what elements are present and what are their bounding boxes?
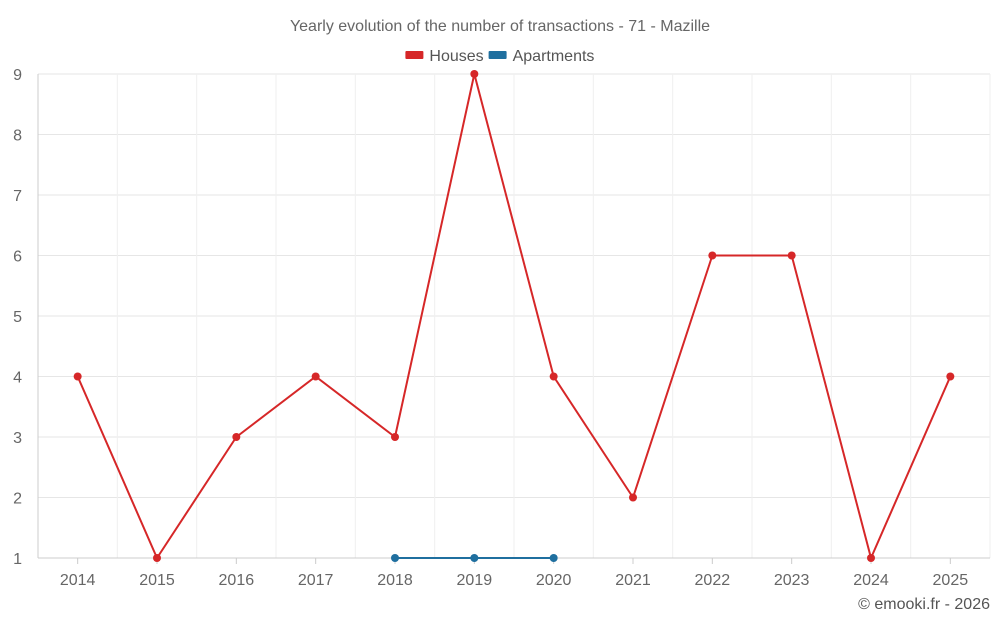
x-tick-label: 2020 [536, 572, 572, 589]
y-tick-label: 6 [13, 249, 22, 266]
data-point-houses-2018[interactable] [391, 433, 399, 441]
data-point-apartments-2018[interactable] [391, 554, 399, 562]
y-tick-label: 9 [13, 67, 22, 84]
axes: 1 2 3 4 5 6 7 8 9 2014 2015 2016 2017 2018 2019 2020 202… [13, 67, 990, 589]
data-point-houses-2014[interactable] [73, 372, 82, 381]
legend[interactable]: Houses Apartments [405, 48, 594, 65]
x-tick-label: 2019 [457, 572, 493, 589]
y-tick-label: 2 [13, 491, 22, 508]
x-tick-label: 2023 [774, 572, 810, 589]
legend-swatch [488, 51, 507, 59]
data-point-houses-2021[interactable] [629, 493, 637, 502]
y-tick-label: 1 [13, 551, 22, 568]
y-tick-label: 8 [13, 128, 22, 145]
x-tick-label: 2025 [933, 572, 969, 589]
y-tick-label: 4 [13, 370, 22, 387]
legend-label: Apartments [513, 48, 595, 65]
legend-label: Houses [429, 48, 483, 65]
data-point-houses-2020[interactable] [549, 372, 558, 381]
data-point-apartments-2020[interactable] [549, 554, 558, 562]
y-tick-label: 5 [13, 309, 22, 326]
grid [37, 73, 991, 559]
series-apartments [391, 554, 558, 562]
x-tick-label: 2017 [298, 572, 334, 589]
y-tick-label: 3 [13, 430, 22, 447]
legend-swatch [405, 51, 424, 59]
data-point-houses-2017[interactable] [311, 372, 320, 381]
legend-item-apartments[interactable]: Apartments [488, 48, 595, 65]
series-layer [73, 70, 955, 562]
x-tick-label: 2014 [60, 572, 96, 589]
data-point-houses-2023[interactable] [787, 251, 796, 260]
data-point-houses-2019[interactable] [470, 70, 479, 78]
x-tick-label: 2021 [615, 572, 651, 589]
x-tick-label: 2024 [853, 572, 889, 589]
data-point-houses-2015[interactable] [153, 554, 161, 562]
chart-title: Yearly evolution of the number of transa… [290, 18, 710, 35]
legend-item-houses[interactable]: Houses [405, 48, 484, 65]
credit-text: © emooki.fr - 2026 [858, 596, 990, 613]
y-tick-label: 7 [13, 188, 22, 205]
x-tick-label: 2022 [695, 572, 731, 589]
data-point-houses-2025[interactable] [946, 372, 955, 381]
series-line-houses [76, 73, 952, 559]
x-tick-label: 2016 [219, 572, 255, 589]
data-point-houses-2022[interactable] [708, 251, 717, 260]
x-tick-label: 2018 [377, 572, 413, 589]
data-point-houses-2024[interactable] [867, 554, 875, 562]
x-tick-label: 2015 [139, 572, 175, 589]
series-houses [73, 70, 955, 562]
data-point-houses-2016[interactable] [232, 433, 241, 441]
data-point-apartments-2019[interactable] [470, 554, 479, 562]
